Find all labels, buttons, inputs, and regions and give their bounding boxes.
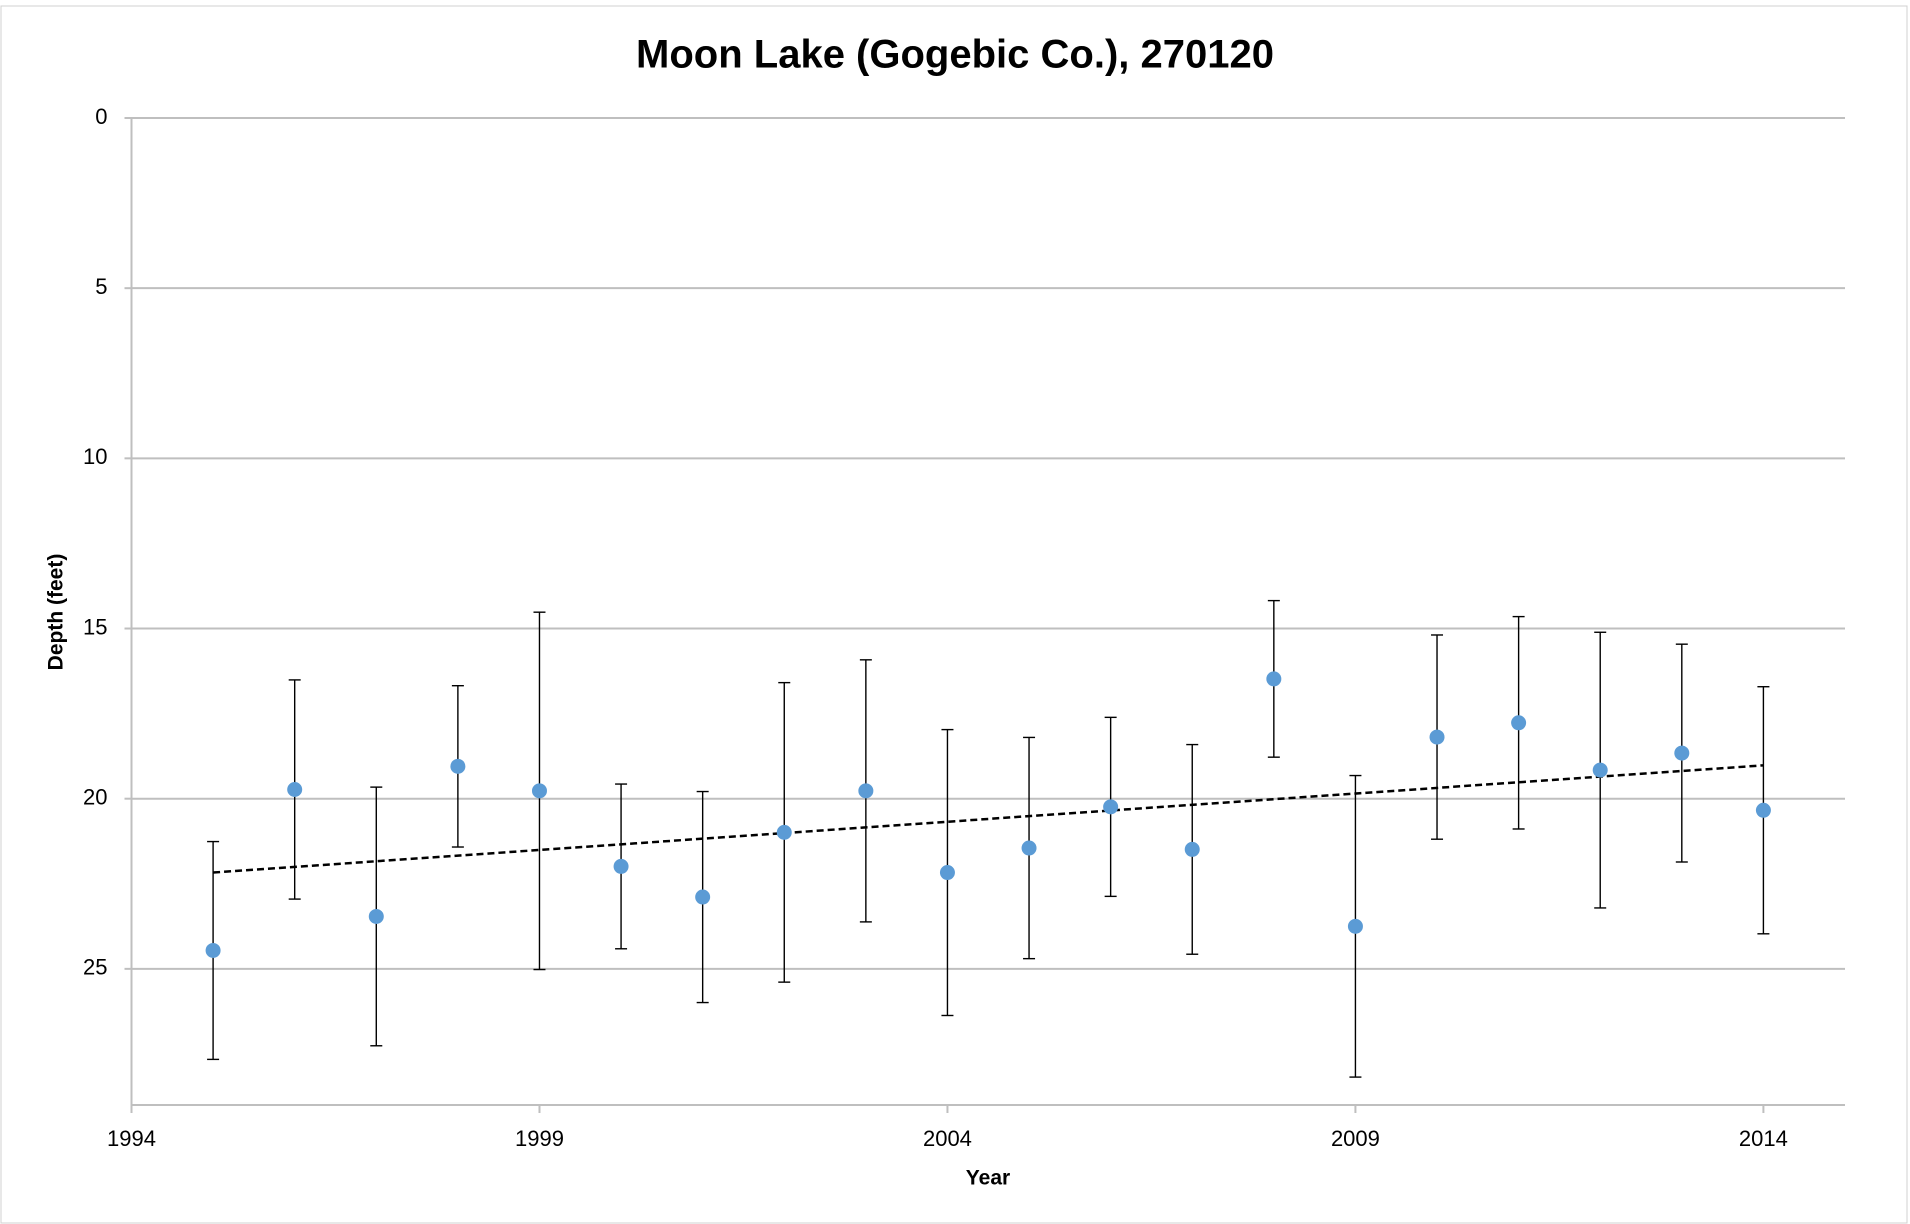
x-tick-label: 2009 [1331,1126,1380,1151]
x-tick-label: 2004 [923,1126,972,1151]
trendline [213,764,1764,874]
x-tick-label: 1999 [515,1126,564,1151]
data-point [205,942,221,958]
data-point [1184,841,1200,857]
data-point [450,758,466,774]
data-point [613,858,629,874]
data-point [1592,762,1608,778]
data-point [368,908,384,924]
x-tick-label: 2014 [1739,1126,1788,1151]
y-tick-label: 15 [83,614,107,639]
data-point [1347,918,1363,934]
x-tick-label: 1994 [107,1126,156,1151]
data-point [858,783,874,799]
y-tick-label: 20 [83,785,107,810]
data-point [1755,802,1771,818]
data-point [1511,715,1527,731]
data-point [531,783,547,799]
data-point [1021,840,1037,856]
y-axis-title: Depth (feet) [45,554,68,671]
data-point [287,782,303,798]
chart-border [0,5,1908,1224]
chart-title: Moon Lake (Gogebic Co.), 270120 [636,33,1274,77]
y-tick-label: 5 [95,274,107,299]
data-point [1429,729,1445,745]
data-point [1103,799,1119,815]
data-point [939,865,955,881]
data-point [1674,745,1690,761]
y-tick-label: 10 [83,444,107,469]
x-axis-title: Year [966,1167,1010,1190]
data-point [1266,671,1282,687]
data-point [695,889,711,905]
data-point [776,824,792,840]
y-tick-label: 0 [95,104,107,129]
y-tick-label: 25 [83,955,107,980]
